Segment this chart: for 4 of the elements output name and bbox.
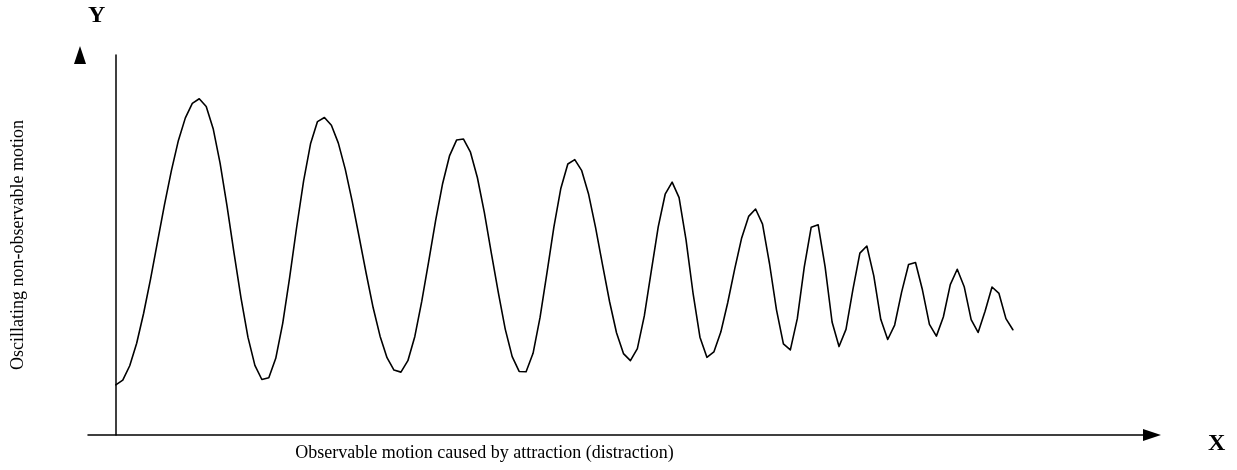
x-axis-title: Observable motion caused by attraction (distraction) bbox=[295, 442, 674, 463]
y-axis-title: Oscillating non-observable motion bbox=[7, 120, 27, 370]
text: Y bbox=[88, 1, 106, 27]
text: X bbox=[1208, 429, 1226, 455]
